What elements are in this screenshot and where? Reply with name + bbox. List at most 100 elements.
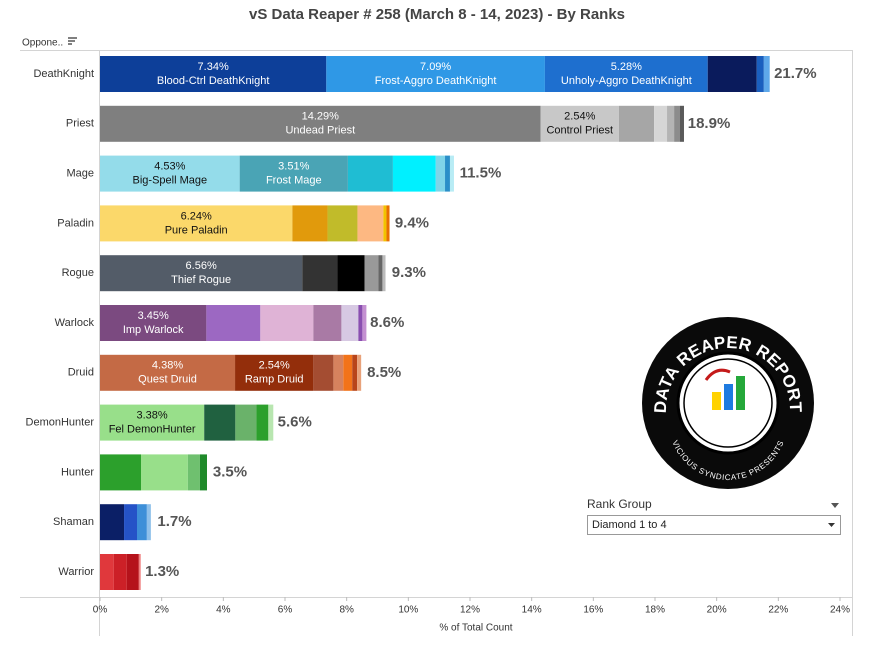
- bar-segment: [326, 56, 545, 92]
- logo-icon: [724, 384, 733, 410]
- logo-icon: [704, 368, 731, 381]
- bar-segment: [313, 354, 334, 391]
- x-tick-label: 24%: [830, 605, 850, 616]
- segment-value-label: 4.53%: [154, 161, 185, 173]
- row-header[interactable]: Oppone..: [22, 38, 63, 49]
- bar-segment: [100, 454, 142, 491]
- bar-segment: [333, 354, 344, 391]
- segment-value-label: 4.38%: [152, 360, 183, 372]
- logo: DATA REAPER REPORT VICIOUS SYNDICATE PRE…: [642, 317, 814, 489]
- category-label: Hunter: [61, 466, 94, 478]
- segment-name-label: Big-Spell Mage: [133, 175, 208, 187]
- bar-segment: [268, 404, 274, 441]
- bar-segment: [347, 155, 393, 192]
- total-label: 21.7%: [774, 65, 817, 82]
- logo-ring: [683, 358, 773, 448]
- bar-segment: [204, 404, 236, 441]
- bar-segment: [364, 255, 379, 292]
- bar-segment: [667, 105, 675, 142]
- bar-segment: [137, 504, 147, 541]
- segment-value-label: 3.51%: [278, 161, 309, 173]
- bar-segment: [199, 454, 207, 491]
- bar-segment: [383, 205, 387, 242]
- bar-segment: [235, 354, 314, 391]
- bars: 7.34% Blood-Ctrl DeathKnight 7.09% Frost-Ag…: [100, 56, 817, 590]
- x-tick-label: 18%: [645, 605, 665, 616]
- bar-segment: [100, 56, 327, 92]
- bar-segment: [386, 205, 390, 242]
- sort-icon[interactable]: [68, 37, 77, 45]
- total-label: 1.7%: [157, 513, 191, 530]
- bar-segment: [313, 305, 342, 341]
- bar-segment: [756, 56, 764, 92]
- bar-segment: [392, 155, 436, 192]
- bar-segment: [100, 354, 236, 391]
- bar-segment: [707, 56, 757, 92]
- x-tick-label: 6%: [278, 605, 293, 616]
- category-label: Druid: [68, 367, 94, 379]
- filter-menu-icon[interactable]: [831, 503, 839, 508]
- category-label: Priest: [66, 118, 94, 130]
- bar-segment: [378, 255, 383, 292]
- total-label: 9.3%: [392, 264, 426, 281]
- segment-value-label: 7.34%: [198, 61, 229, 73]
- segment-value-label: 3.38%: [137, 410, 168, 422]
- bar-segment: [100, 305, 207, 341]
- segment-value-label: 7.09%: [420, 61, 451, 73]
- bar-segment: [187, 454, 200, 491]
- segment-value-label: 5.28%: [611, 61, 642, 73]
- bar-segment: [100, 255, 303, 292]
- bar-segment: [382, 255, 386, 292]
- x-tick-label: 0%: [93, 605, 108, 616]
- segment-name-label: Thief Rogue: [171, 274, 231, 286]
- bar-segment: [362, 305, 367, 341]
- bar-segment: [618, 105, 655, 142]
- category-label: DeathKnight: [33, 68, 94, 80]
- x-tick-label: 12%: [460, 605, 480, 616]
- bar-segment: [302, 255, 338, 292]
- category-label: Shaman: [53, 516, 94, 528]
- segment-name-label: Pure Paladin: [165, 224, 228, 236]
- chart-title: vS Data Reaper # 258 (March 8 - 14, 2023…: [249, 6, 625, 23]
- x-tick-label: 22%: [768, 605, 788, 616]
- segment-name-label: Quest Druid: [138, 374, 197, 386]
- bar-segment: [540, 105, 619, 142]
- bar-segment: [138, 554, 141, 590]
- filter-value[interactable]: Diamond 1 to 4: [592, 519, 667, 531]
- bar-segment: [343, 354, 353, 391]
- bar-segment: [124, 504, 137, 541]
- x-tick-label: 20%: [707, 605, 727, 616]
- category-label: DemonHunter: [26, 417, 95, 429]
- bar-segment: [113, 554, 127, 590]
- category-label: Paladin: [57, 217, 94, 229]
- bar-segment: [239, 155, 348, 192]
- bar-segment: [357, 205, 384, 242]
- category-label: Warrior: [58, 566, 94, 578]
- segment-name-label: Ramp Druid: [245, 374, 304, 386]
- bar-segment: [141, 454, 188, 491]
- bar-segment: [358, 305, 363, 341]
- bar-segment: [100, 554, 114, 590]
- category-label: Mage: [66, 168, 94, 180]
- total-label: 11.5%: [460, 165, 502, 182]
- filter-dropdown[interactable]: [587, 515, 841, 535]
- bar-segment: [327, 205, 358, 242]
- total-label: 1.3%: [145, 563, 179, 580]
- bar-segment: [763, 56, 770, 92]
- category-label: Warlock: [55, 317, 95, 329]
- total-label: 8.5%: [367, 364, 401, 381]
- segment-name-label: Fel DemonHunter: [109, 424, 196, 436]
- bar-segment: [292, 205, 328, 242]
- dropdown-arrow[interactable]: [828, 523, 835, 527]
- segment-name-label: Frost-Aggro DeathKnight: [375, 75, 497, 87]
- segment-name-label: Undead Priest: [285, 125, 355, 137]
- x-tick-label: 14%: [522, 605, 542, 616]
- segment-name-label: Frost Mage: [266, 175, 322, 187]
- segment-name-label: Imp Warlock: [123, 324, 184, 336]
- bar-segment: [100, 504, 125, 541]
- bar-segment: [146, 504, 151, 541]
- total-label: 18.9%: [688, 115, 731, 132]
- segment-name-label: Unholy-Aggro DeathKnight: [561, 75, 692, 87]
- logo-icon: [736, 376, 745, 410]
- segment-value-label: 2.54%: [564, 111, 595, 123]
